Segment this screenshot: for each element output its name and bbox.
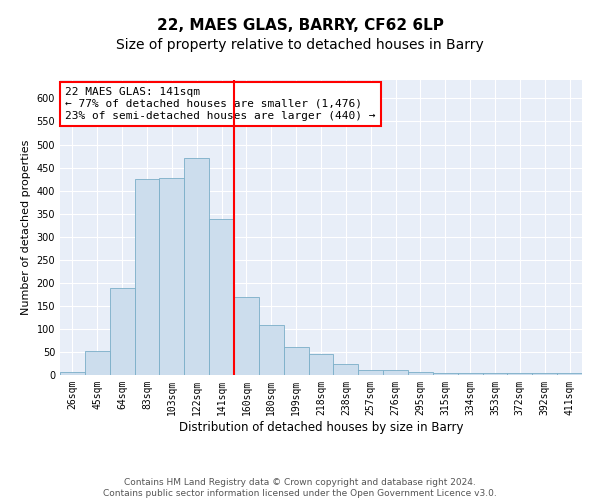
Bar <box>334 364 358 375</box>
Bar <box>458 373 482 375</box>
Text: Size of property relative to detached houses in Barry: Size of property relative to detached ho… <box>116 38 484 52</box>
Bar <box>508 372 532 375</box>
Text: Contains HM Land Registry data © Crown copyright and database right 2024.
Contai: Contains HM Land Registry data © Crown c… <box>103 478 497 498</box>
Bar <box>234 296 259 375</box>
Bar <box>284 347 308 375</box>
Bar <box>134 179 160 375</box>
Bar <box>110 288 134 375</box>
Bar <box>308 354 334 375</box>
Bar <box>433 372 458 375</box>
Bar <box>209 219 234 375</box>
Text: 22, MAES GLAS, BARRY, CF62 6LP: 22, MAES GLAS, BARRY, CF62 6LP <box>157 18 443 32</box>
Bar <box>482 372 508 375</box>
Bar <box>184 158 209 375</box>
Text: 22 MAES GLAS: 141sqm
← 77% of detached houses are smaller (1,476)
23% of semi-de: 22 MAES GLAS: 141sqm ← 77% of detached h… <box>65 88 376 120</box>
X-axis label: Distribution of detached houses by size in Barry: Distribution of detached houses by size … <box>179 420 463 434</box>
Bar <box>408 372 433 375</box>
Bar <box>383 370 408 375</box>
Bar <box>259 325 284 375</box>
Bar <box>532 373 557 375</box>
Bar <box>60 372 85 375</box>
Bar <box>358 370 383 375</box>
Y-axis label: Number of detached properties: Number of detached properties <box>21 140 31 315</box>
Bar <box>85 352 110 375</box>
Bar <box>557 372 582 375</box>
Bar <box>160 178 184 375</box>
